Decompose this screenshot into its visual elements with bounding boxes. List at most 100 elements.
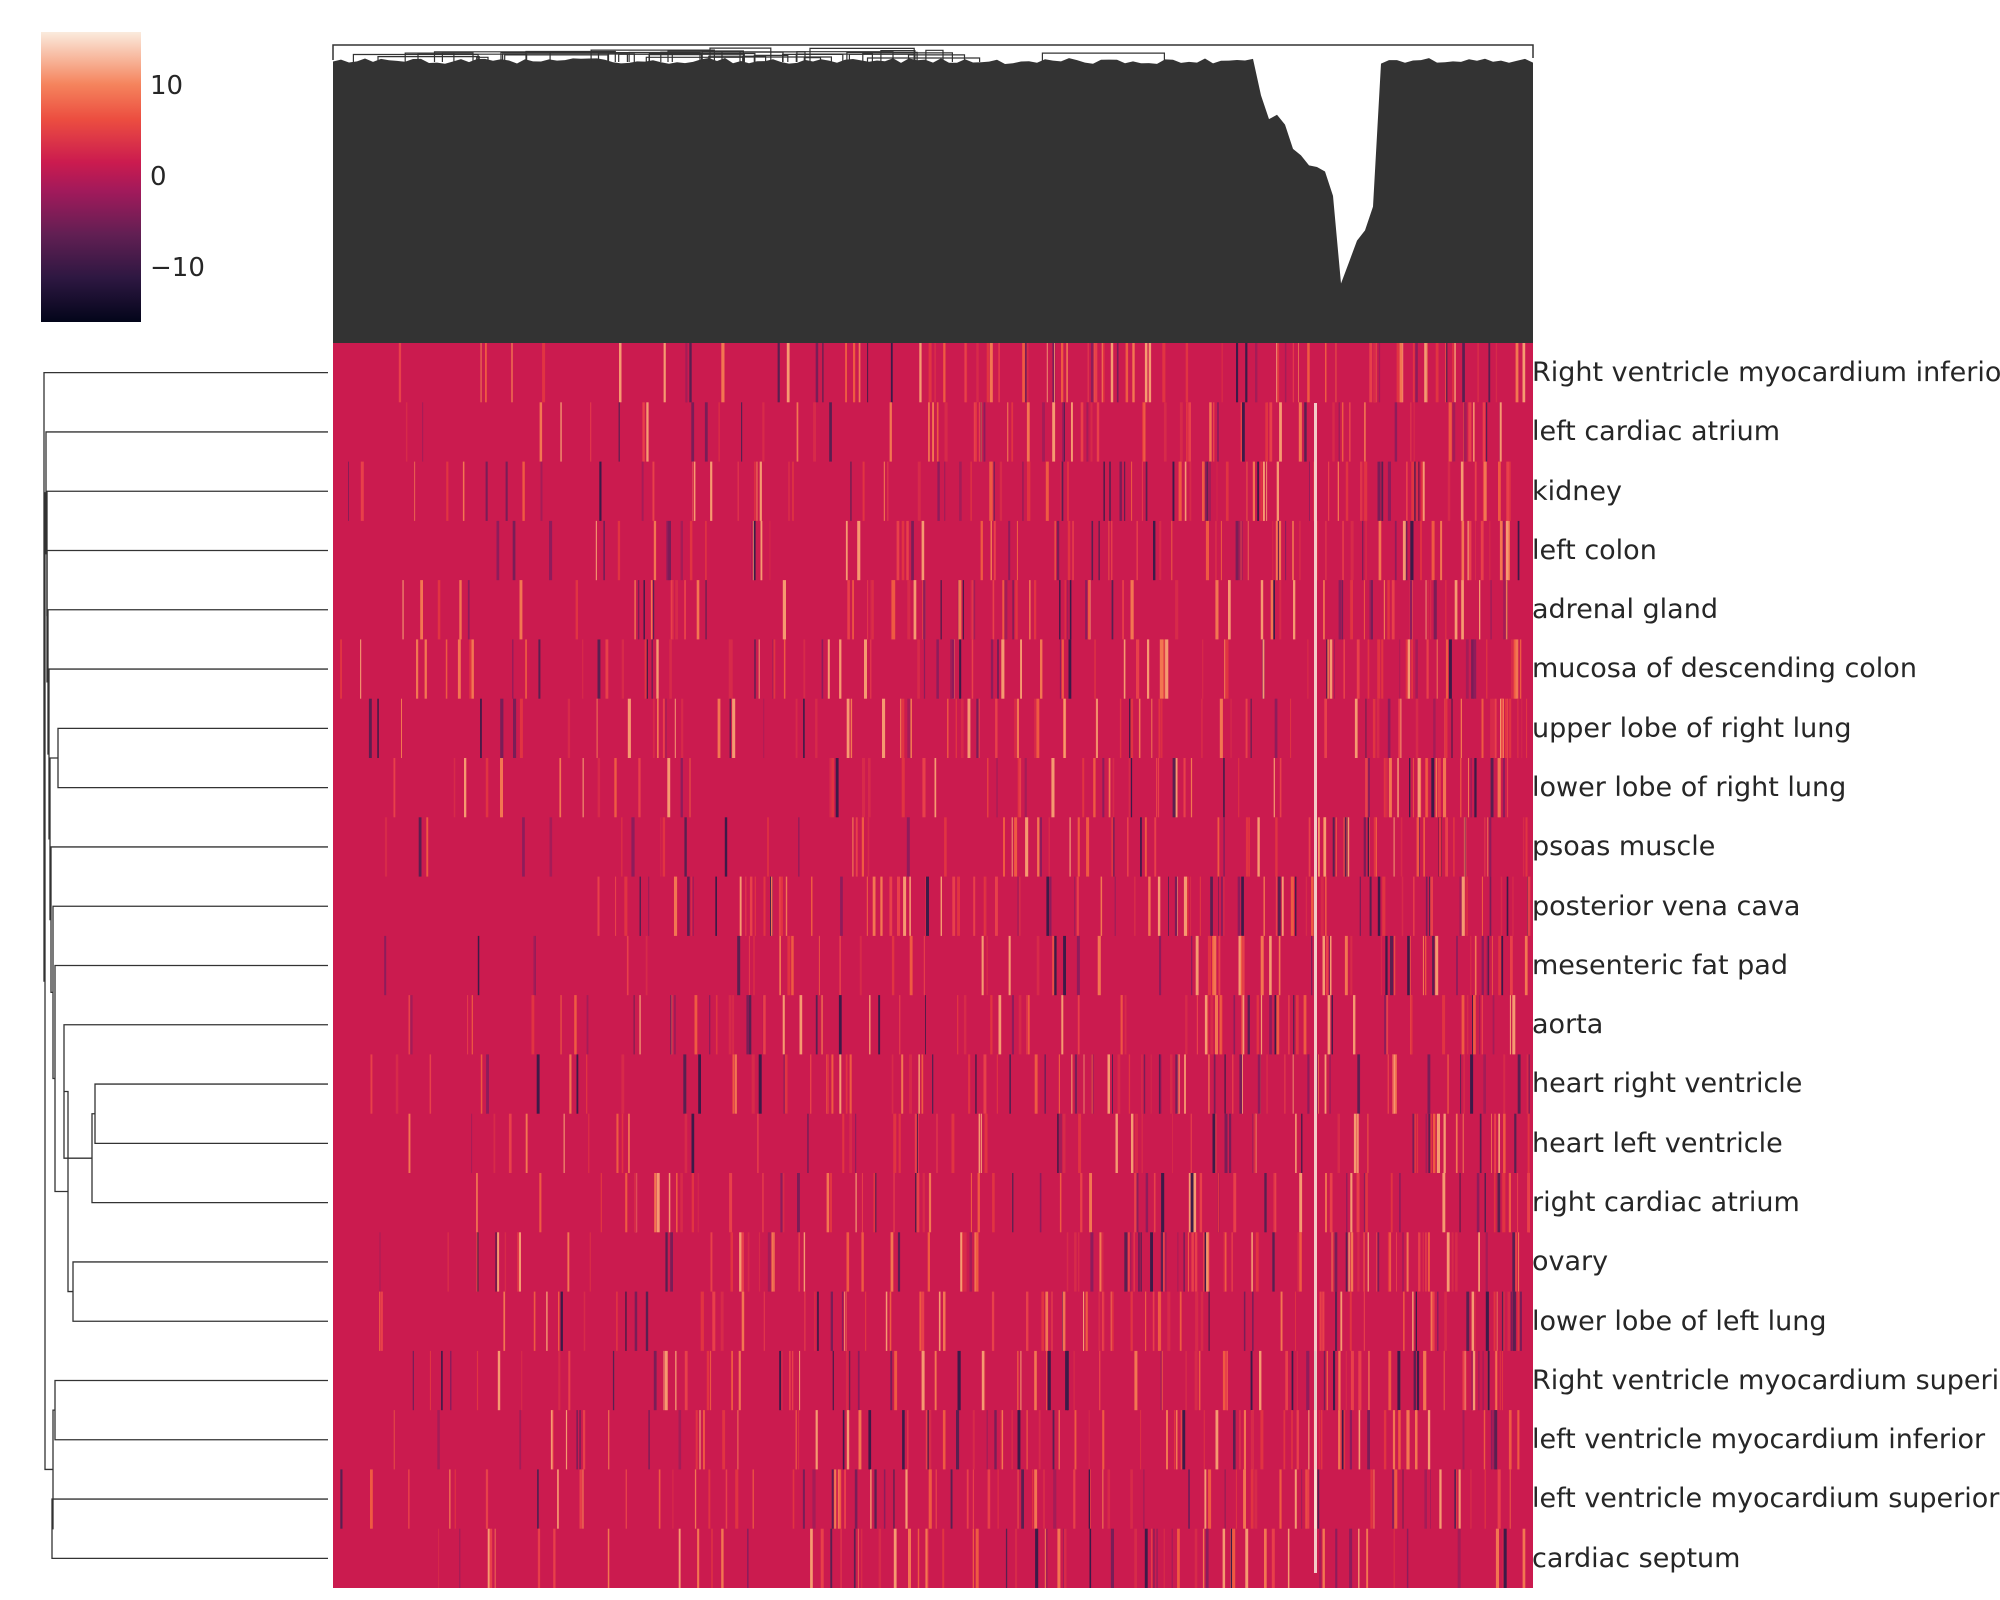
heatmap-cell (746, 995, 749, 1055)
heatmap-cell (1059, 1113, 1062, 1173)
heatmap-cell (782, 580, 786, 640)
heatmap-cell (1370, 1469, 1373, 1529)
heatmap-cell (739, 876, 742, 936)
heatmap-cell (1305, 1469, 1307, 1529)
heatmap-cell (950, 1469, 953, 1529)
heatmap-cell (1431, 758, 1435, 818)
heatmap-cell (903, 876, 907, 936)
heatmap-cell (1444, 1291, 1447, 1351)
heatmap-cell (1484, 1469, 1486, 1529)
heatmap-cell (1238, 758, 1240, 818)
heatmap-cell (1519, 1291, 1522, 1351)
column-dendrogram-link (504, 54, 609, 62)
heatmap-cell (1232, 1528, 1236, 1588)
heatmap-cell (1090, 1232, 1094, 1292)
heatmap-cell (1279, 580, 1282, 640)
heatmap-cell (1288, 995, 1290, 1055)
heatmap-cell (538, 639, 541, 699)
heatmap-cell (944, 817, 947, 877)
heatmap-cell (1182, 1410, 1186, 1470)
heatmap-cell (1373, 343, 1376, 403)
heatmap-cell (1365, 698, 1367, 758)
heatmap-cell (936, 639, 939, 699)
heatmap-cell (1134, 1350, 1138, 1411)
row-dendrogram-link (45, 431, 328, 555)
heatmap-cell (1247, 995, 1250, 1055)
heatmap-cell (1468, 402, 1472, 462)
heatmap-cell (1350, 520, 1354, 581)
heatmap-cell (926, 876, 929, 936)
heatmap-cell (1413, 402, 1415, 462)
heatmap-cell (1244, 1410, 1246, 1470)
heatmap-cell (1274, 698, 1278, 758)
heatmap-cell (553, 1528, 556, 1588)
heatmap-cell (1140, 1410, 1142, 1470)
heatmap-cell (1471, 639, 1474, 699)
heatmap-cell (963, 995, 967, 1055)
heatmap-cell (925, 995, 926, 1055)
heatmap-cell (990, 639, 994, 699)
heatmap-cell (850, 461, 852, 521)
heatmap-cell (1411, 461, 1415, 521)
heatmap-cell (588, 1113, 590, 1173)
heatmap-cell (1323, 580, 1325, 640)
heatmap-cell (340, 1469, 343, 1529)
heatmap-cell (698, 1054, 701, 1114)
heatmap-cell (1337, 461, 1339, 521)
heatmap-cell (817, 1291, 819, 1351)
heatmap-cell (471, 1113, 473, 1173)
heatmap-cell (1048, 817, 1050, 877)
heatmap-cell (1462, 1350, 1465, 1411)
heatmap-cell (826, 1173, 830, 1233)
heatmap-cell (1177, 1528, 1180, 1588)
heatmap-cell (1273, 758, 1275, 818)
row-dendrogram-link (47, 609, 328, 755)
heatmap-cell (1350, 1173, 1353, 1233)
heatmap-cell (936, 402, 939, 462)
heatmap-cell (1338, 402, 1340, 462)
heatmap-cell (658, 1469, 661, 1529)
heatmap-cell (839, 935, 841, 996)
heatmap-cell (1435, 758, 1438, 818)
heatmap-cell (1495, 343, 1498, 403)
heatmap-cell (1517, 1054, 1521, 1114)
column-dendrogram-link (809, 47, 915, 62)
heatmap-cell (767, 1232, 771, 1292)
heatmap-cell (664, 1350, 668, 1411)
heatmap-cell (1487, 1350, 1490, 1411)
heatmap-cell (1230, 1528, 1233, 1588)
heatmap-cell (1498, 461, 1501, 521)
heatmap-cell (1445, 817, 1448, 877)
heatmap-cell (1410, 580, 1413, 640)
row-dendrogram-link (46, 549, 328, 683)
heatmap-cell (1068, 639, 1072, 699)
heatmap-cell (476, 1350, 479, 1411)
heatmap-cell (1257, 461, 1259, 521)
heatmap-cell (1276, 343, 1278, 403)
heatmap-cell (1427, 1054, 1431, 1114)
heatmap-cell (1277, 343, 1280, 403)
heatmap-cell (1219, 698, 1223, 758)
heatmap-cell (1217, 402, 1219, 462)
heatmap-cell (1022, 461, 1024, 521)
heatmap-cell (1476, 1173, 1480, 1233)
heatmap-cell (907, 1410, 909, 1470)
heatmap-cell (670, 1232, 673, 1292)
heatmap-cell (845, 1350, 849, 1411)
heatmap-cell (408, 995, 411, 1055)
heatmap-cell (1046, 876, 1050, 936)
heatmap-cell (1239, 1054, 1243, 1114)
heatmap-cell (1364, 461, 1368, 521)
heatmap-cell (1208, 1291, 1210, 1351)
column-dendrogram-link (332, 44, 1534, 60)
heatmap-cell (696, 580, 700, 640)
heatmap-cell (662, 698, 665, 758)
heatmap-cell (1425, 935, 1427, 996)
heatmap-cell (1399, 1173, 1401, 1233)
heatmap-cell (1402, 1469, 1404, 1529)
heatmap-cell (1088, 1469, 1090, 1529)
heatmap-cell (1072, 520, 1074, 581)
heatmap-cell (1046, 1350, 1047, 1411)
heatmap-cell (1506, 698, 1509, 758)
heatmap-cell (1509, 995, 1511, 1055)
